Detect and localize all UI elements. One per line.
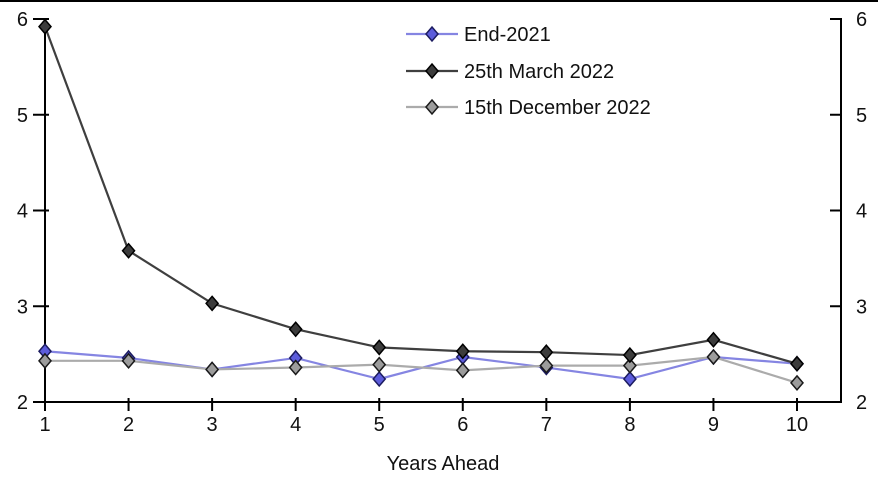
data-point-15th-december-2022 [790,374,804,392]
legend-label: 15th December 2022 [464,97,651,119]
legend-swatch-marker [425,98,439,116]
data-point-15th-december-2022 [38,352,52,369]
data-point-25th-march-2022 [539,344,554,361]
x-axis-tick-label: 2 [123,414,134,436]
y-axis-tick-label-left: 5 [17,105,28,127]
legend-item-25th-march-2022: 25th March 2022 [406,61,614,83]
data-point-15th-december-2022 [706,348,721,366]
x-axis-tick-label: 3 [207,414,218,436]
y-axis-tick-label-right: 6 [856,9,867,31]
data-point-end-2021 [622,370,637,388]
y-axis-tick-label-left: 4 [17,201,28,223]
legend-item-end-2021: End-2021 [406,24,551,46]
x-axis-tick-label: 5 [374,414,385,436]
y-axis-tick-label-left: 2 [17,392,28,414]
y-axis-tick-label-left: 3 [17,296,28,318]
legend-swatch-marker [425,25,439,43]
legend-label: 25th March 2022 [464,61,614,83]
data-point-end-2021 [372,370,387,388]
data-point-15th-december-2022 [539,357,554,374]
legend-swatch-marker [425,62,439,80]
x-axis-title: Years Ahead [387,453,500,475]
x-axis-tick-label: 9 [708,414,719,436]
data-point-25th-march-2022 [622,346,637,364]
x-axis-tick-label: 6 [457,414,468,436]
y-axis-tick-label-right: 3 [856,296,867,318]
data-point-15th-december-2022 [288,359,303,376]
data-point-15th-december-2022 [622,357,637,374]
x-axis-tick-label: 8 [624,414,635,436]
data-point-25th-march-2022 [121,242,136,259]
series-line-25th-march-2022 [43,26,798,365]
data-point-25th-march-2022 [38,18,52,35]
data-point-25th-march-2022 [706,331,721,348]
data-point-25th-march-2022 [372,339,387,356]
legend-item-15th-december-2022: 15th December 2022 [406,97,651,119]
y-axis-tick-label-right: 5 [856,105,867,127]
data-point-15th-december-2022 [455,362,470,379]
data-point-15th-december-2022 [205,361,220,378]
data-point-25th-march-2022 [455,343,470,360]
data-point-15th-december-2022 [121,352,136,369]
data-point-25th-march-2022 [790,355,804,372]
y-axis-tick-label-right: 2 [856,392,867,414]
data-point-25th-march-2022 [205,295,220,312]
axes: 2 23 34 45 56 61 2 3 4 5 6 7 8 9 10 [17,9,867,436]
series-line-end-2021 [44,350,798,381]
legend: End-2021 25th March 2022 15th December 202… [406,24,651,119]
x-axis-tick-label: 4 [290,414,301,436]
y-axis-tick-label-right: 4 [856,201,867,223]
x-axis-tick-label: 7 [541,414,552,436]
data-point-15th-december-2022 [372,356,387,373]
y-axis-tick-label-left: 6 [17,9,28,31]
x-axis-tick-label: 10 [786,414,808,436]
x-axis-tick-label: 1 [39,414,50,436]
data-point-25th-march-2022 [288,321,303,338]
legend-label: End-2021 [464,24,551,46]
series-line-15th-december-2022 [45,355,798,384]
series-group [38,18,804,392]
